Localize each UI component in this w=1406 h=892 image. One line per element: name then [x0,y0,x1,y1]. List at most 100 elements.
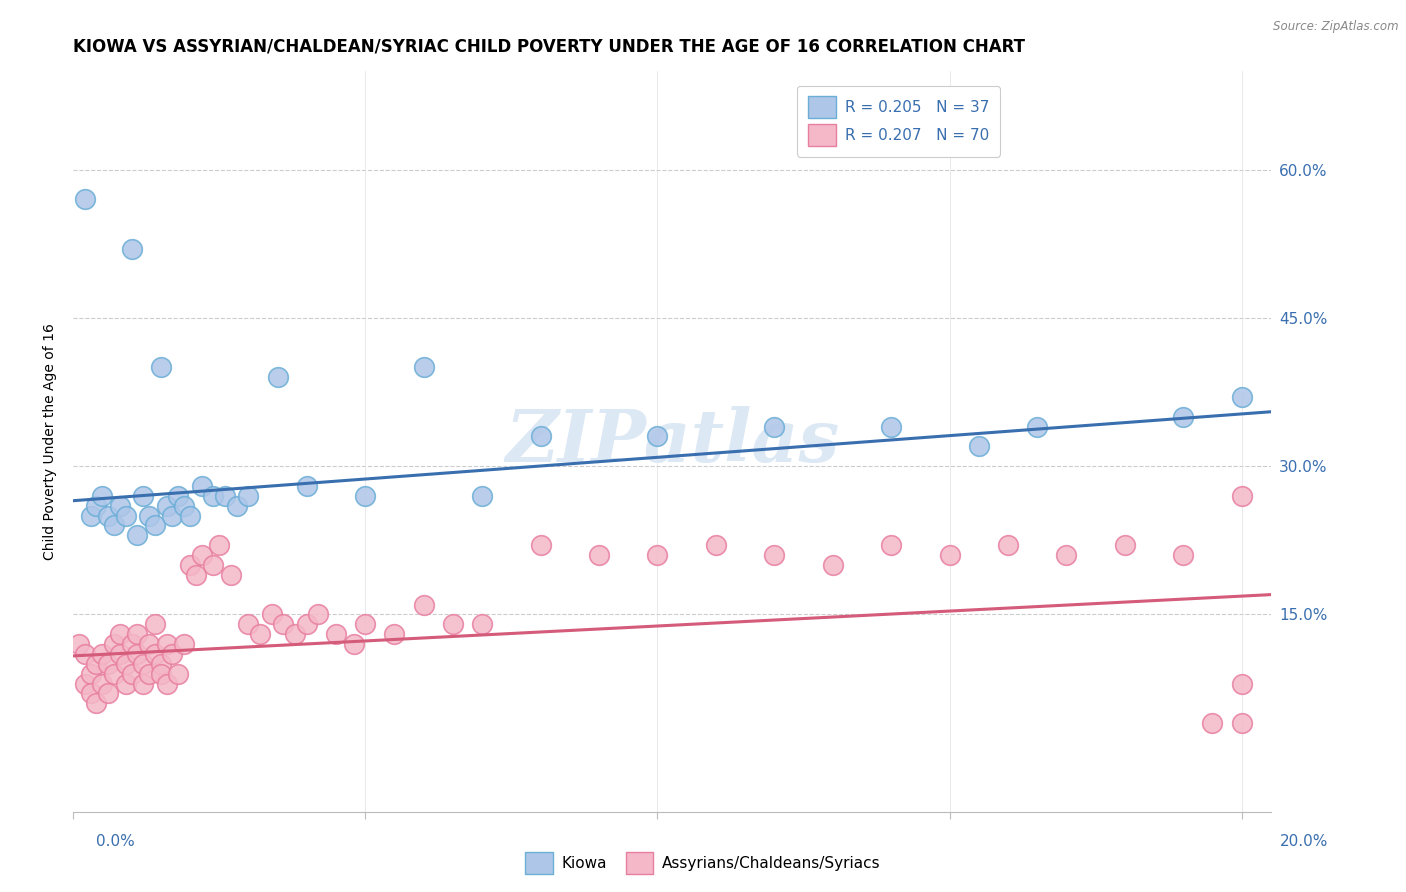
Point [190,479,212,493]
Point [138,637,160,651]
Point [143,647,166,661]
Point [97,686,120,700]
Point [114,657,136,671]
Point [79,666,101,681]
Point [67,637,90,651]
Point [354,489,377,503]
Point [441,617,464,632]
Point [471,617,494,632]
Point [1054,548,1077,562]
Point [86,697,108,711]
Point [103,637,125,651]
Point [647,429,669,443]
Point [214,489,236,503]
Point [79,508,101,523]
Point [162,508,184,523]
Point [73,647,96,661]
Point [132,676,155,690]
Point [114,676,136,690]
Legend: Kiowa, Assyrians/Chaldeans/Syriacs: Kiowa, Assyrians/Chaldeans/Syriacs [519,846,887,880]
Text: 20.0%: 20.0% [1281,834,1329,849]
Point [588,548,610,562]
Point [821,558,844,572]
Point [91,489,114,503]
Point [1230,676,1253,690]
Point [127,528,149,542]
Point [190,548,212,562]
Point [173,637,195,651]
Point [704,538,727,552]
Point [138,666,160,681]
Point [86,499,108,513]
Point [471,489,494,503]
Point [763,419,786,434]
Point [202,558,225,572]
Point [529,538,551,552]
Point [1173,409,1195,424]
Point [1173,548,1195,562]
Point [173,499,195,513]
Point [114,508,136,523]
Point [167,489,190,503]
Point [342,637,364,651]
Point [295,617,318,632]
Point [143,518,166,533]
Point [938,548,960,562]
Point [1114,538,1136,552]
Point [179,508,201,523]
Point [155,499,177,513]
Point [127,627,149,641]
Point [103,518,125,533]
Point [149,360,172,375]
Point [880,419,903,434]
Point [647,548,669,562]
Text: Source: ZipAtlas.com: Source: ZipAtlas.com [1274,20,1399,33]
Point [325,627,347,641]
Point [997,538,1019,552]
Y-axis label: Child Poverty Under the Age of 16: Child Poverty Under the Age of 16 [44,323,58,560]
Text: 0.0%: 0.0% [96,834,135,849]
Point [1230,716,1253,731]
Point [219,567,242,582]
Point [79,686,101,700]
Point [108,499,131,513]
Point [91,676,114,690]
Point [1230,489,1253,503]
Point [763,548,786,562]
Point [880,538,903,552]
Point [202,489,225,503]
Point [121,637,143,651]
Point [86,657,108,671]
Point [249,627,271,641]
Point [167,666,190,681]
Point [260,607,283,622]
Point [97,657,120,671]
Point [529,429,551,443]
Point [1230,390,1253,404]
Point [238,489,260,503]
Point [266,370,288,384]
Point [238,617,260,632]
Point [103,666,125,681]
Point [121,666,143,681]
Point [208,538,231,552]
Point [412,598,434,612]
Text: KIOWA VS ASSYRIAN/CHALDEAN/SYRIAC CHILD POVERTY UNDER THE AGE OF 16 CORRELATION : KIOWA VS ASSYRIAN/CHALDEAN/SYRIAC CHILD … [73,37,1025,55]
Point [184,567,207,582]
Point [121,242,143,256]
Point [412,360,434,375]
Point [1026,419,1049,434]
Point [73,192,96,206]
Point [143,617,166,632]
Point [155,637,177,651]
Point [127,647,149,661]
Point [108,647,131,661]
Point [162,647,184,661]
Point [108,627,131,641]
Point [149,666,172,681]
Point [273,617,295,632]
Point [132,489,155,503]
Point [138,508,160,523]
Point [155,676,177,690]
Legend: R = 0.205   N = 37, R = 0.207   N = 70: R = 0.205 N = 37, R = 0.207 N = 70 [797,86,1000,156]
